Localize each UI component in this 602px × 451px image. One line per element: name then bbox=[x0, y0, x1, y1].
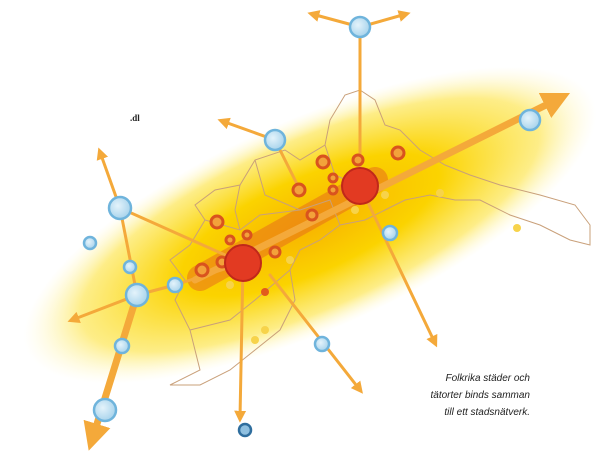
caption-line: till ett stadsnätverk. bbox=[444, 407, 530, 418]
caption-line: tätorter binds samman bbox=[431, 390, 531, 401]
regional-centres bbox=[224, 167, 379, 282]
external-nodes bbox=[82, 15, 542, 438]
caption-line: Folkrika städer och bbox=[446, 373, 531, 384]
fragment-text: .dl bbox=[130, 113, 140, 123]
small-towns bbox=[226, 189, 521, 344]
caption: Folkrika städer och tätorter binds samma… bbox=[431, 373, 531, 418]
towns bbox=[194, 145, 406, 278]
